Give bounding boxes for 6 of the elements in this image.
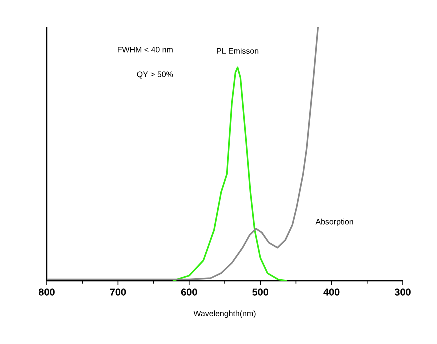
x-tick-label: 700 [110,288,126,296]
x-tick-label: 300 [394,288,411,296]
x-tick-label: 600 [181,288,198,296]
x-tick-label: 500 [252,288,269,296]
x-tick-label: 800 [39,288,55,296]
x-tick-label: 400 [324,288,340,296]
